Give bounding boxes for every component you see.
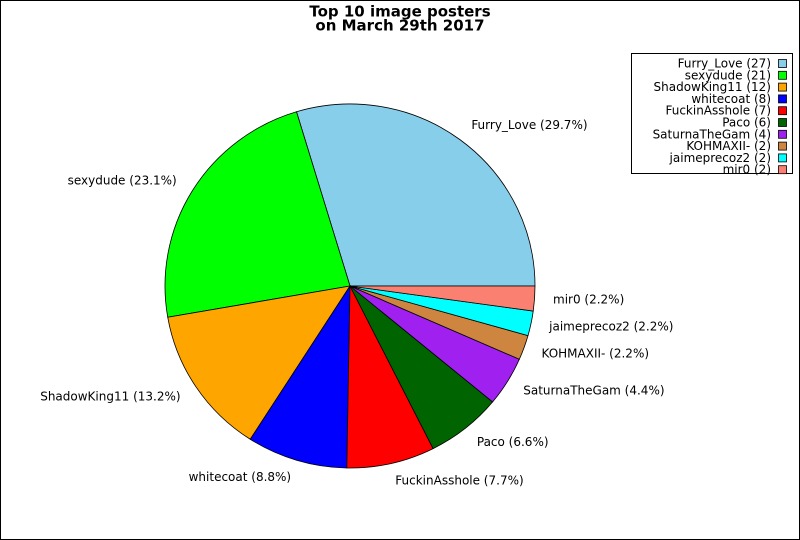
legend-label: KOHMAXII- (2) <box>686 139 771 153</box>
legend-swatch <box>778 165 787 175</box>
legend-swatch <box>778 153 787 163</box>
legend-swatch <box>778 129 787 139</box>
legend-swatch <box>778 106 787 116</box>
chart-title: Top 10 image posters <box>309 3 490 21</box>
legend-swatch <box>778 59 787 68</box>
pie-slice <box>349 285 536 312</box>
slice-label: sexydude (23.1%) <box>68 173 177 187</box>
legend-swatch <box>778 118 787 127</box>
legend-swatch <box>778 70 787 80</box>
legend-swatch <box>778 82 787 92</box>
slice-label: whitecoat (8.8%) <box>189 470 292 484</box>
pie-slice <box>167 285 351 440</box>
pie-slice <box>295 103 536 287</box>
legend-label: FuckinAsshole (7) <box>665 104 771 118</box>
slice-label: SaturnaTheGam (4.4%) <box>523 384 664 398</box>
chart-subtitle: on March 29th 2017 <box>315 17 484 35</box>
legend-label: mir0 (2) <box>723 163 771 177</box>
legend-label: sexydude (21) <box>685 68 771 82</box>
legend-label: Paco (6) <box>722 116 771 130</box>
slice-label: mir0 (2.2%) <box>553 292 624 306</box>
slice-label: KOHMAXII- (2.2%) <box>541 346 649 360</box>
slice-label: ShadowKing11 (13.2%) <box>40 389 180 403</box>
legend-box <box>631 53 793 174</box>
pie-slice <box>249 284 351 469</box>
slice-label: Paco (6.6%) <box>477 435 549 449</box>
slice-label: Furry_Love (29.7%) <box>471 118 587 132</box>
pie-slice <box>164 111 351 318</box>
legend-label: ShadowKing11 (12) <box>654 80 772 94</box>
legend-swatch <box>778 141 787 151</box>
legend-label: Furry_Love (27) <box>678 57 771 71</box>
legend-label: jaimeprecoz2 (2) <box>669 151 771 165</box>
legend-label: whitecoat (8) <box>691 92 771 106</box>
slice-label: jaimeprecoz2 (2.2%) <box>548 320 673 334</box>
slice-label: FuckinAsshole (7.7%) <box>395 474 523 488</box>
legend-swatch <box>778 94 787 104</box>
legend-label: SaturnaTheGam (4) <box>653 127 771 141</box>
